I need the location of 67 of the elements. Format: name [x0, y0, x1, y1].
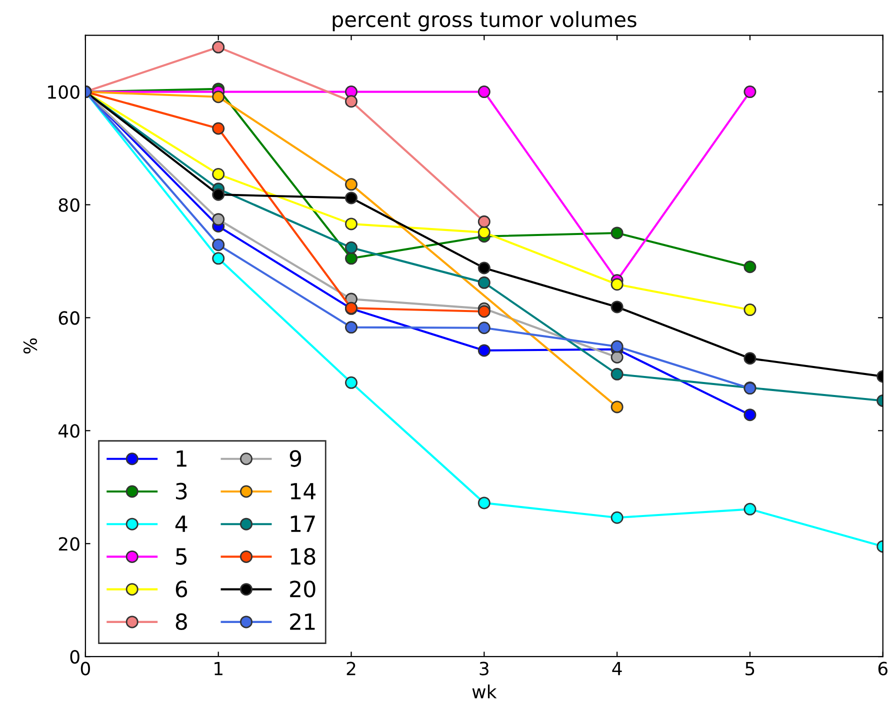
y-tick-label: 0: [70, 650, 80, 664]
x-axis-title: wk: [472, 684, 497, 698]
point: [478, 262, 490, 274]
y-tick-label: 100: [48, 85, 80, 99]
point: [610, 226, 624, 240]
legend-label: 6: [176, 580, 188, 598]
legend-label: 5: [176, 548, 187, 565]
legend-label: 18: [290, 548, 316, 565]
point: [345, 192, 358, 204]
point: [610, 340, 624, 353]
point: [345, 178, 358, 191]
point: [212, 40, 225, 54]
legend-label: 17: [290, 516, 315, 532]
point: [744, 304, 756, 316]
point: [345, 218, 358, 230]
point: [744, 502, 756, 516]
point: [610, 400, 624, 414]
point: [345, 95, 358, 108]
x-tick-label: 2: [346, 662, 356, 676]
point: [212, 90, 225, 104]
x-tick-label: 3: [480, 662, 488, 676]
legend-label: 21: [290, 613, 315, 630]
y-tick-label: 40: [58, 424, 80, 438]
point: [478, 322, 490, 334]
point: [610, 368, 624, 380]
point: [478, 305, 490, 318]
point: [212, 238, 225, 252]
point: [744, 352, 756, 365]
legend-label: 4: [175, 516, 188, 532]
point: [345, 376, 358, 389]
point: [610, 278, 624, 291]
x-tick-label: 4: [612, 662, 622, 676]
point: [610, 300, 624, 314]
point: [478, 344, 490, 357]
x-tick-label: 1: [214, 662, 222, 676]
point: [212, 122, 225, 135]
y-tick-label: 60: [58, 311, 80, 325]
y-tick-label: 20: [58, 537, 80, 551]
legend-label: 3: [176, 482, 187, 500]
x-tick-label: 5: [746, 662, 754, 676]
point: [478, 226, 490, 239]
point: [478, 276, 490, 289]
point: [212, 213, 225, 226]
legend-label: 9: [290, 450, 302, 467]
point: [212, 168, 225, 180]
point: [212, 252, 225, 265]
chart-title: percent gross tumor volumes: [332, 11, 636, 32]
point: [345, 252, 358, 265]
point: [744, 408, 756, 422]
point: [212, 188, 225, 201]
y-axis-title: %: [23, 338, 38, 354]
point: [478, 215, 490, 228]
point: [478, 496, 490, 510]
point: [610, 511, 624, 524]
point: [744, 260, 756, 274]
point: [610, 350, 624, 364]
legend-label: 1: [176, 450, 186, 467]
legend-label: 8: [176, 613, 187, 630]
y-tick-label: 80: [58, 198, 80, 212]
point: [345, 241, 358, 254]
x-tick-label: 0: [80, 662, 90, 676]
point: [345, 321, 358, 334]
point: [478, 86, 490, 98]
point: [744, 86, 756, 98]
legend-label: 14: [290, 483, 316, 500]
legend-label: 20: [290, 580, 316, 598]
x-tick-label: 6: [878, 662, 888, 676]
